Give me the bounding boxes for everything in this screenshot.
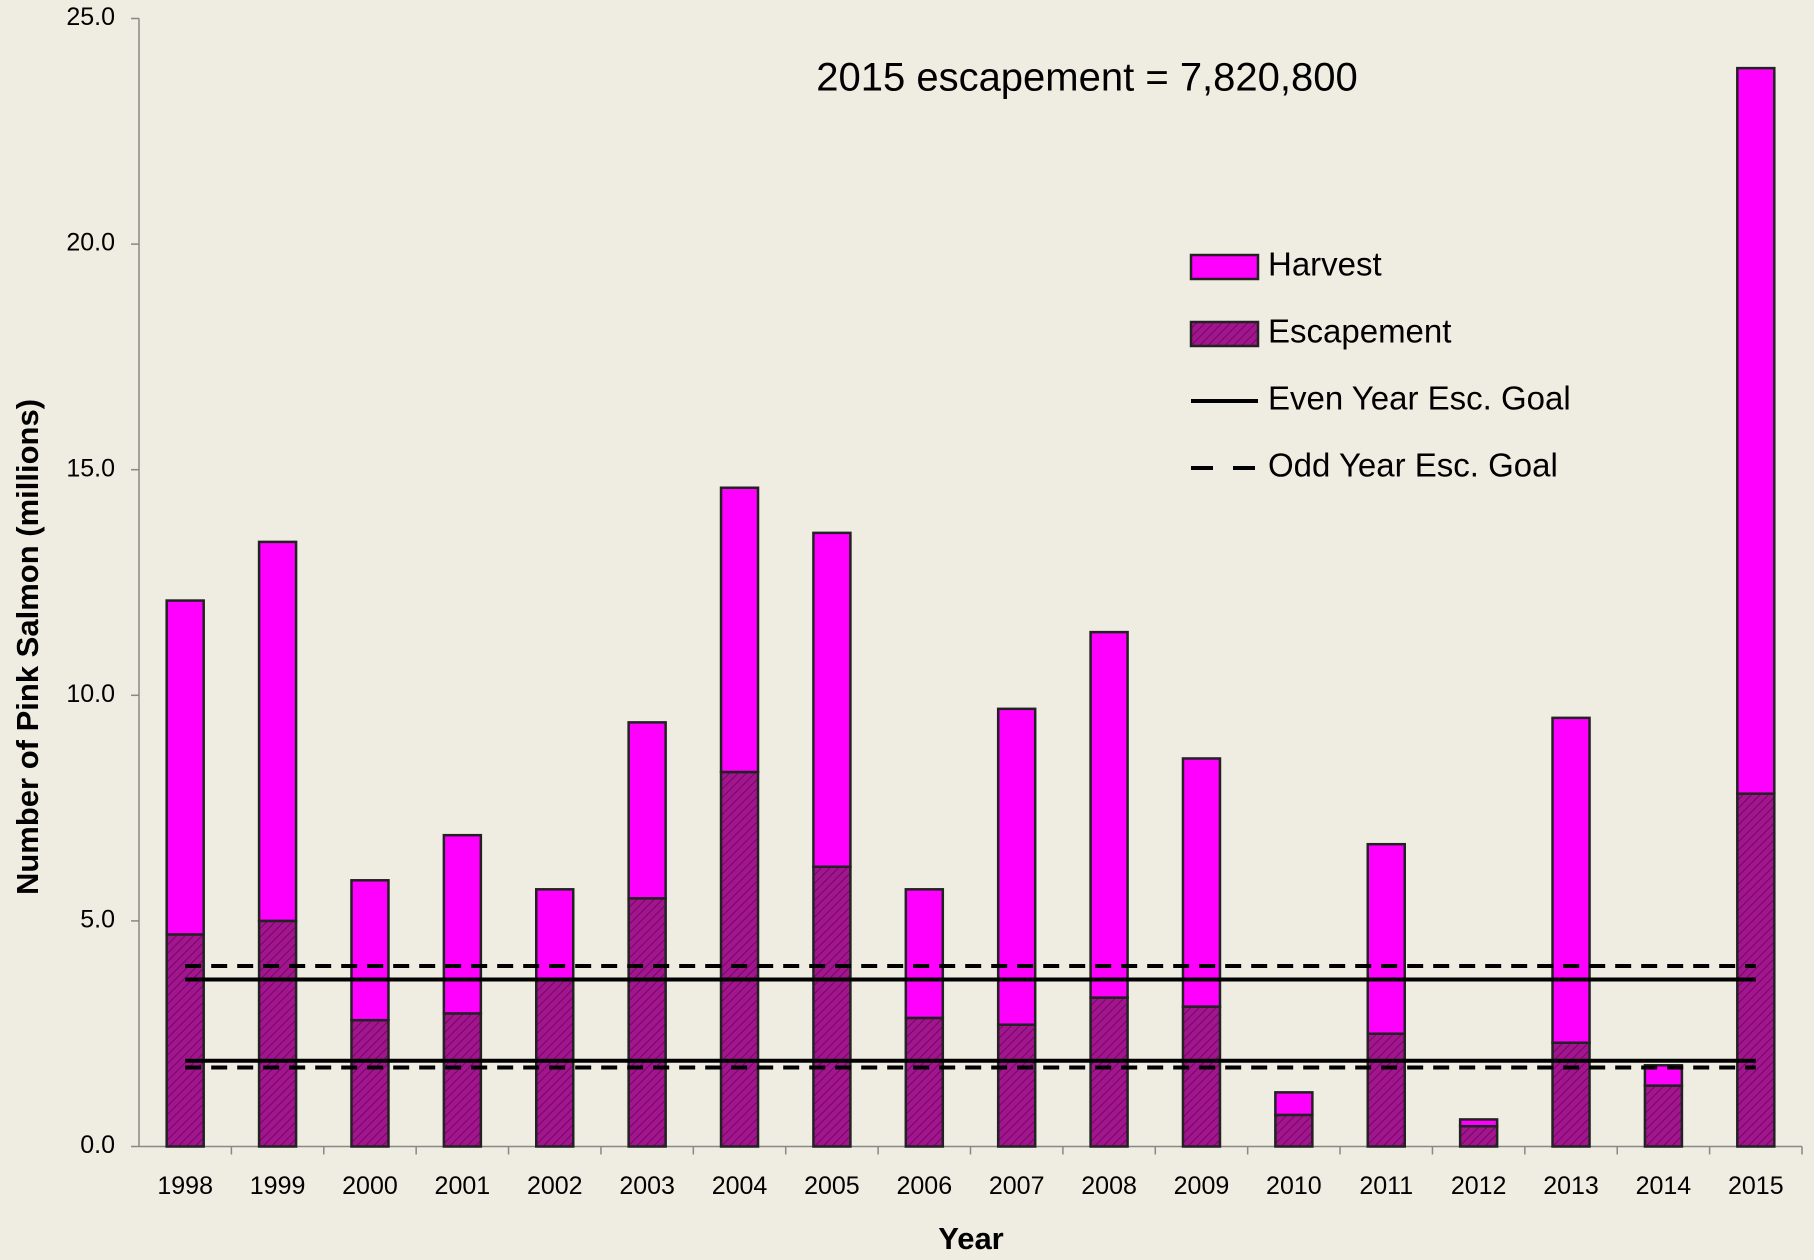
legend-label: Escapement: [1268, 313, 1451, 350]
bar-segment: [442, 833, 483, 1015]
bar-segment: [904, 888, 945, 1020]
legend-swatch: [1189, 253, 1260, 281]
x-tick-label: 2000: [342, 1172, 398, 1200]
x-tick-label: 2002: [527, 1172, 583, 1200]
y-tick-label: 20.0: [66, 229, 115, 257]
bar-segment: [1643, 1064, 1684, 1087]
x-tick-label: 2012: [1451, 1172, 1507, 1200]
bar-segment: [1458, 1118, 1499, 1128]
legend-label: Odd Year Esc. Goal: [1268, 447, 1558, 484]
x-tick-label: 2004: [712, 1172, 768, 1200]
x-tick-label: 2006: [896, 1172, 952, 1200]
bar-segment: [627, 721, 667, 900]
bar-segment: [1089, 996, 1129, 1148]
bar-segment: [1181, 757, 1222, 1008]
y-tick-label: 10.0: [66, 680, 115, 708]
bar-segment: [165, 599, 205, 936]
x-tick-label: 1999: [250, 1172, 306, 1200]
bar-segment: [719, 486, 760, 774]
x-tick-label: 2007: [989, 1172, 1045, 1200]
bar-segment: [442, 1012, 483, 1148]
x-tick-label: 2009: [1174, 1172, 1230, 1200]
bar-segment: [627, 897, 667, 1148]
bar-segment: [1643, 1084, 1684, 1148]
x-tick-label: 2014: [1636, 1172, 1692, 1200]
legend-label: Even Year Esc. Goal: [1268, 380, 1571, 417]
legend-swatch: [1189, 320, 1260, 348]
bar-segment: [719, 770, 760, 1148]
y-axis-title: Number of Pink Salmon (millions): [10, 399, 45, 895]
bar-segment: [1736, 66, 1776, 795]
bar-segment: [1181, 1005, 1222, 1148]
bar-segment: [1089, 630, 1129, 999]
bar-segment: [257, 540, 298, 923]
x-tick-label: 2008: [1081, 1172, 1137, 1200]
x-tick-label: 2001: [435, 1172, 491, 1200]
x-tick-label: 2013: [1543, 1172, 1599, 1200]
x-tick-label: 2003: [619, 1172, 675, 1200]
x-tick-label: 1998: [157, 1172, 213, 1200]
y-tick-label: 0.0: [80, 1131, 115, 1159]
bar-segment: [1551, 716, 1591, 1044]
bar-segment: [350, 879, 390, 1022]
bar-segment: [1274, 1091, 1314, 1117]
bar-segment: [535, 978, 575, 1148]
y-tick-label: 25.0: [66, 3, 115, 31]
bar-segment: [1366, 842, 1406, 1035]
bar-segment: [1551, 1041, 1591, 1148]
bar-segment: [996, 1023, 1037, 1148]
x-axis-title: Year: [938, 1221, 1004, 1256]
bar-segment: [812, 531, 852, 869]
x-tick-label: 2011: [1359, 1172, 1413, 1200]
bar-segment: [1736, 792, 1776, 1148]
bar-segment: [812, 865, 852, 1148]
y-tick-label: 5.0: [80, 906, 115, 934]
bar-segment: [257, 919, 298, 1148]
bar-segment: [996, 707, 1037, 1026]
bar-segment: [1458, 1124, 1499, 1148]
annotation: 2015 escapement = 7,820,800: [816, 56, 1358, 100]
x-tick-label: 2015: [1728, 1172, 1784, 1200]
bar-segment: [1274, 1113, 1314, 1148]
bar-segment: [904, 1016, 945, 1148]
bar-segment: [1366, 1032, 1406, 1148]
x-tick-label: 2005: [804, 1172, 860, 1200]
y-tick-label: 15.0: [66, 454, 115, 482]
bar-segment: [350, 1018, 390, 1148]
x-tick-label: 2010: [1266, 1172, 1322, 1200]
legend-label: Harvest: [1268, 246, 1382, 283]
